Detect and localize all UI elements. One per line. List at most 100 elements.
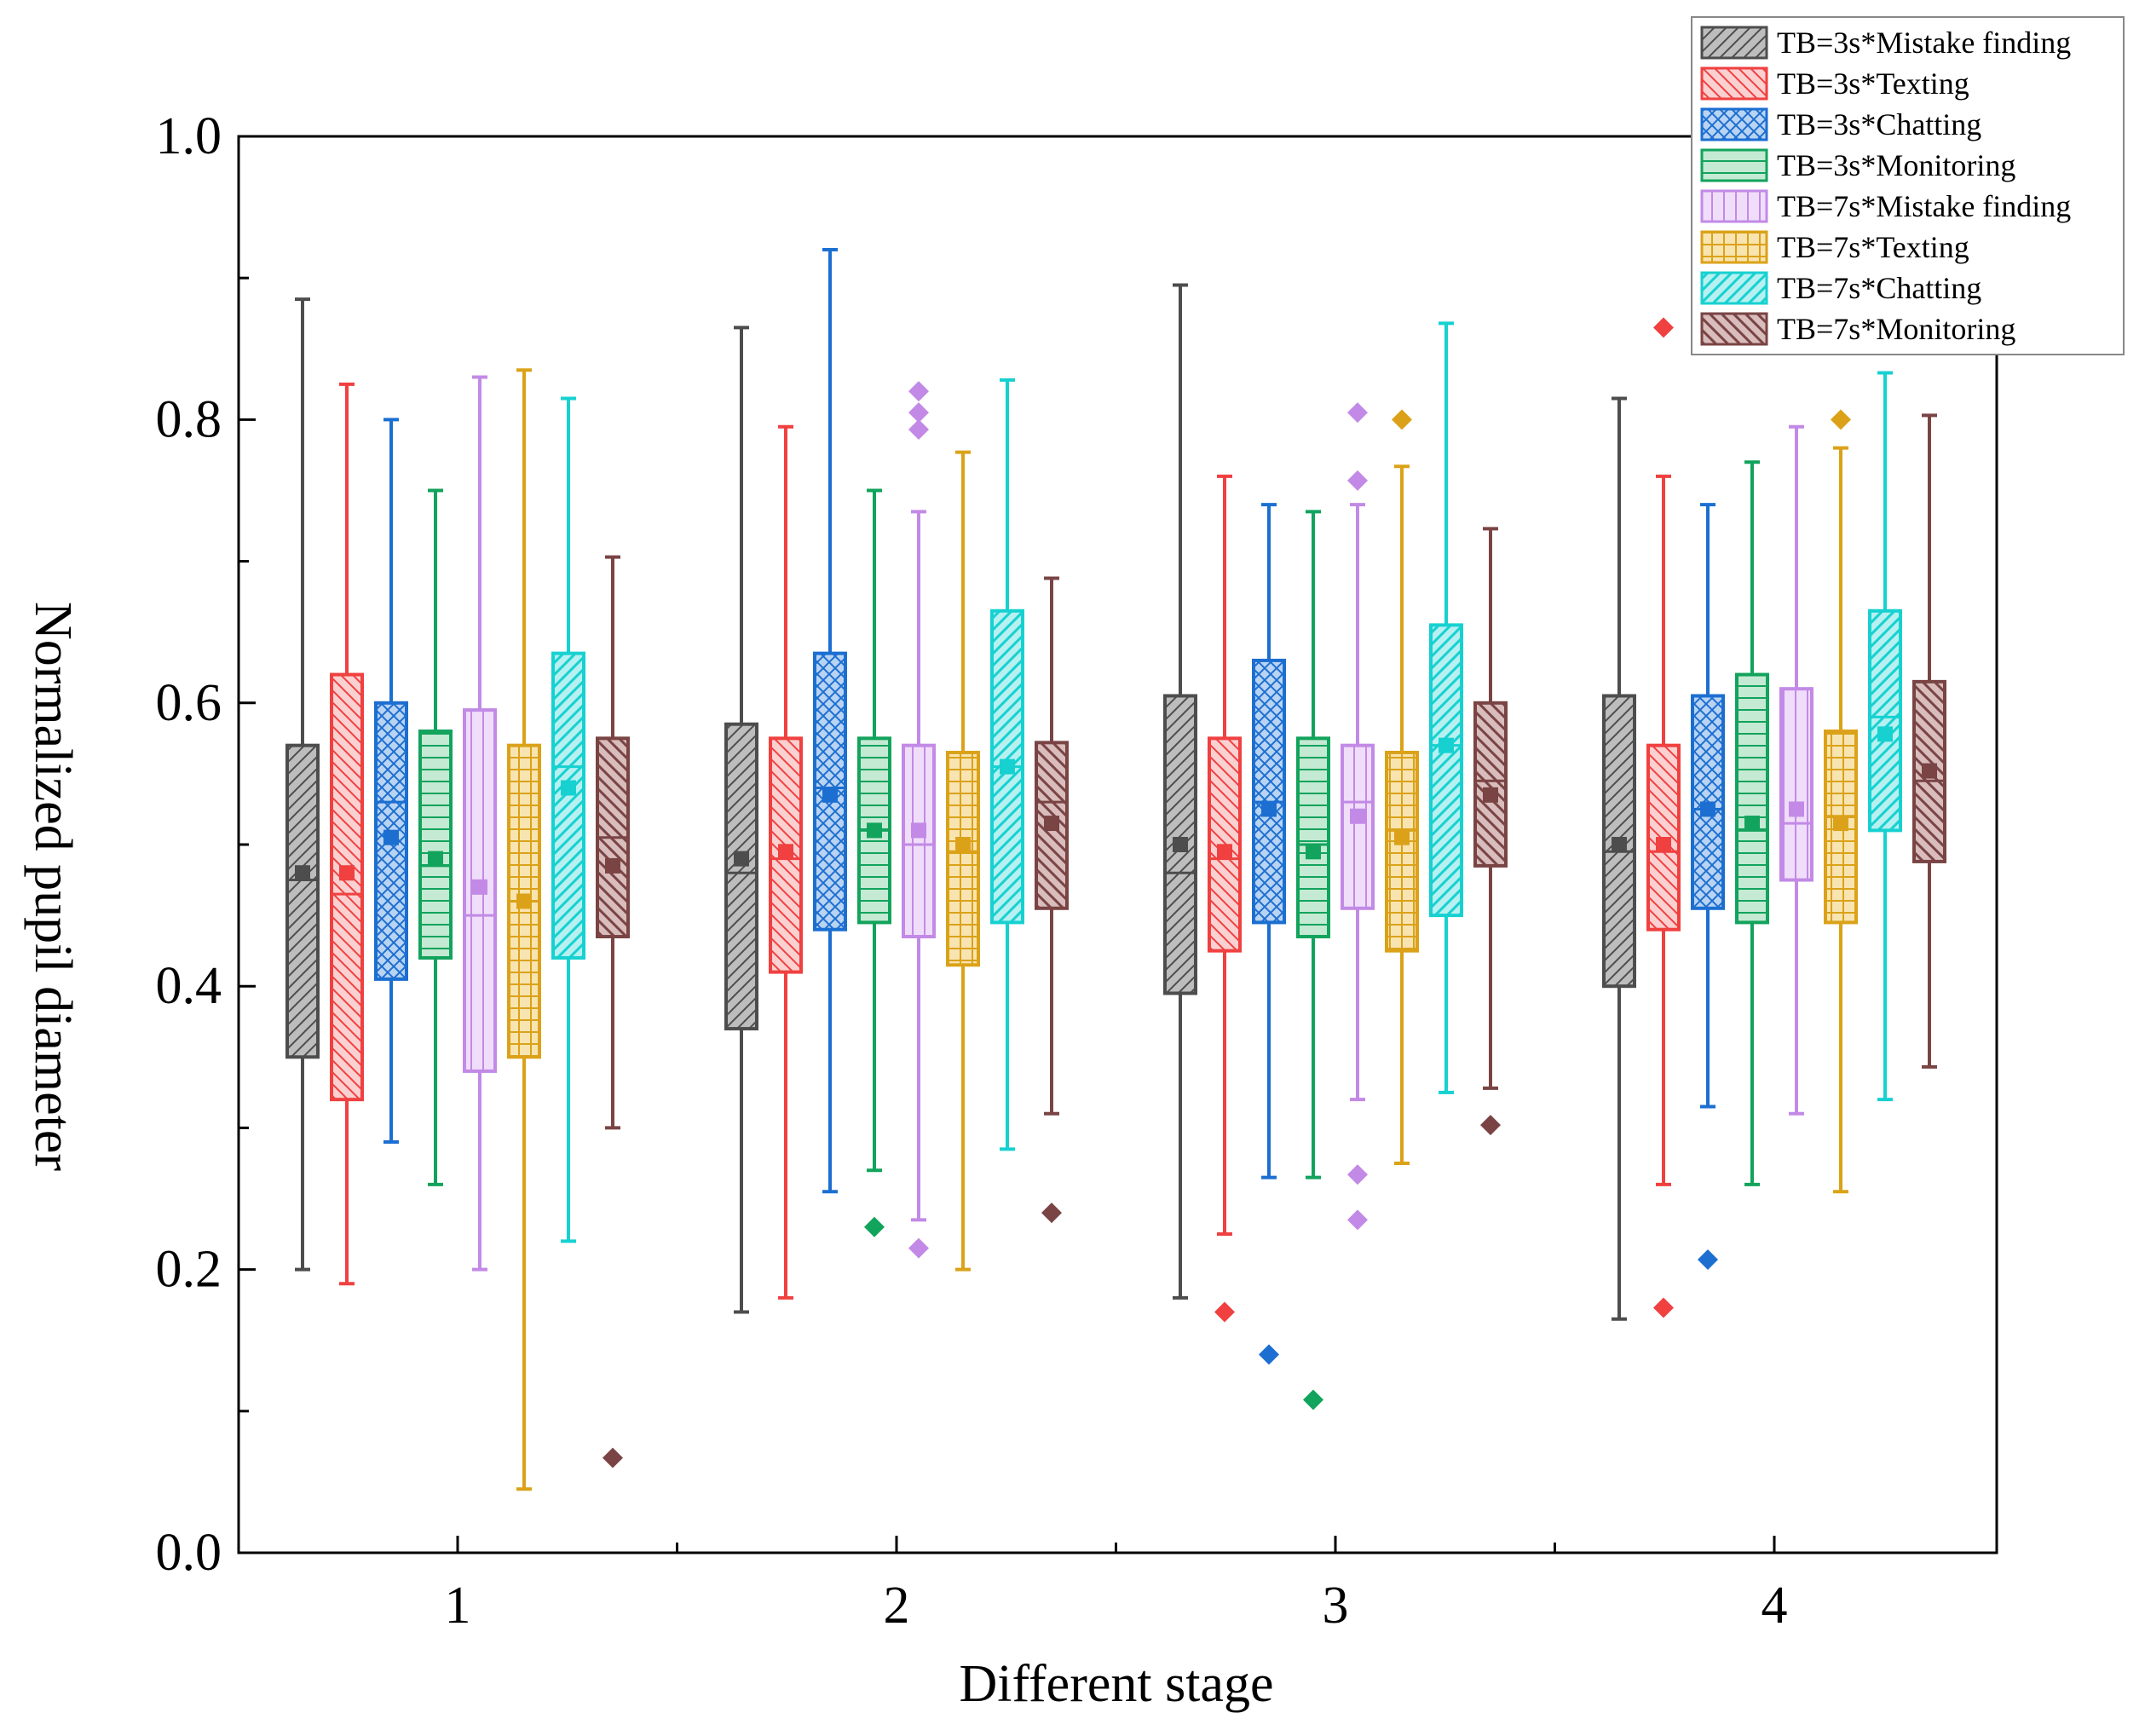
iqr-box (1385, 750, 1419, 953)
mean-marker (1744, 816, 1760, 832)
x-tick-label: 4 (1762, 1577, 1788, 1635)
iqr-box (418, 730, 453, 960)
outlier-point (1347, 1164, 1368, 1185)
box-4-series-4 (1779, 424, 1813, 1116)
iqr-box (1252, 658, 1286, 925)
mean-marker (1261, 801, 1277, 817)
iqr-box (724, 722, 758, 1031)
mean-marker (1439, 737, 1454, 753)
x-tick-label: 2 (884, 1577, 910, 1635)
boxes-layer (285, 247, 1946, 1491)
mean-marker (955, 837, 971, 852)
box-3-series-6 (1429, 321, 1463, 1094)
iqr-box (1341, 743, 1375, 910)
legend-item: TB=3s*Texting (1700, 66, 1969, 101)
box-3-series-5 (1385, 409, 1419, 1165)
box-2-series-3 (857, 488, 891, 1237)
outlier-point (1347, 470, 1368, 491)
box-4-series-2 (1691, 503, 1725, 1270)
outlier-point (1303, 1389, 1323, 1410)
mean-marker (1217, 844, 1232, 860)
box-2-series-4 (902, 381, 936, 1259)
iqr-box (330, 672, 364, 1102)
outlier-point (603, 1447, 623, 1468)
iqr-box (1779, 687, 1813, 882)
mean-marker (472, 879, 487, 895)
box-2-series-7 (1035, 576, 1069, 1224)
y-axis-title: Normalized pupil diameter (24, 602, 82, 1171)
legend-swatch (1700, 107, 1768, 141)
box-1-series-4 (463, 375, 497, 1272)
iqr-box (551, 651, 585, 960)
outlier-point (1480, 1115, 1501, 1136)
mean-marker (428, 851, 443, 867)
box-1-series-1 (330, 382, 364, 1286)
outlier-point (1347, 1209, 1368, 1231)
legend-label: TB=7s*Chatting (1777, 271, 1981, 305)
axes-layer: 0.0 0.2 0.4 0.6 0.8 1.0 1 2 3 4 (156, 107, 1788, 1635)
mean-marker (734, 851, 749, 867)
legend-item: TB=3s*Chatting (1700, 107, 1981, 141)
outlier-point (1347, 402, 1368, 424)
legend-swatch (1700, 230, 1768, 264)
legend-item: TB=7s*Mistake finding (1700, 189, 2071, 223)
box-2-series-1 (769, 424, 803, 1300)
mean-marker (561, 780, 576, 796)
mean-marker (1656, 837, 1671, 852)
outlier-point (1259, 1344, 1279, 1365)
box-3-series-7 (1473, 527, 1508, 1136)
legend-label: TB=3s*Mistake finding (1777, 26, 2071, 60)
box-4-series-0 (1602, 396, 1636, 1321)
mean-marker (867, 822, 882, 839)
legend-item: TB=7s*Monitoring (1700, 312, 2015, 346)
y-tick-label: 0.4 (156, 957, 222, 1015)
x-tick-label: 1 (445, 1577, 471, 1635)
outlier-point (864, 1216, 885, 1237)
outlier-point (908, 419, 929, 441)
y-tick-label: 0.6 (156, 674, 222, 732)
mean-marker (1350, 808, 1365, 824)
box-4-series-5 (1824, 409, 1858, 1194)
legend-swatch (1700, 312, 1768, 346)
iqr-box (1691, 694, 1725, 910)
outlier-point (1653, 317, 1674, 338)
legend-label: TB=7s*Mistake finding (1777, 189, 2071, 223)
legend-item: TB=3s*Mistake finding (1700, 26, 2071, 60)
box-1-series-2 (374, 418, 408, 1145)
outlier-point (1214, 1301, 1235, 1323)
mean-marker (1000, 758, 1015, 775)
box-2-series-2 (813, 247, 847, 1194)
box-2-series-6 (990, 378, 1024, 1151)
box-1-series-5 (507, 368, 541, 1491)
mean-marker (1922, 763, 1937, 779)
legend-label: TB=7s*Texting (1777, 230, 1969, 264)
legend-label: TB=7s*Monitoring (1777, 312, 2015, 346)
box-1-series-0 (285, 297, 320, 1272)
legend-label: TB=3s*Monitoring (1777, 148, 2015, 182)
legend: TB=3s*Mistake finding TB=3s*Texting TB=3s*… (1691, 16, 2125, 355)
x-axis-title: Different stage (960, 1655, 1274, 1713)
legend-swatch (1700, 66, 1768, 101)
y-tick-label: 0.8 (156, 390, 222, 448)
box-3-series-4 (1341, 402, 1375, 1231)
mean-marker (1306, 844, 1321, 860)
mean-marker (911, 822, 926, 839)
mean-marker (516, 893, 532, 909)
box-1-series-3 (418, 488, 453, 1186)
box-1-series-6 (551, 396, 585, 1243)
mean-marker (822, 787, 838, 803)
mean-marker (1173, 837, 1188, 852)
outlier-point (1653, 1297, 1674, 1318)
y-tick-label: 1.0 (156, 107, 222, 165)
outlier-point (1831, 409, 1851, 430)
legend-item: TB=7s*Texting (1700, 230, 1969, 264)
box-3-series-3 (1296, 510, 1330, 1410)
mean-marker (1483, 787, 1498, 803)
legend-label: TB=3s*Chatting (1777, 107, 1981, 141)
box-4-series-7 (1912, 413, 1946, 1069)
legend-item: TB=7s*Chatting (1700, 271, 1981, 305)
mean-marker (1789, 801, 1804, 817)
mean-marker (1394, 829, 1410, 845)
